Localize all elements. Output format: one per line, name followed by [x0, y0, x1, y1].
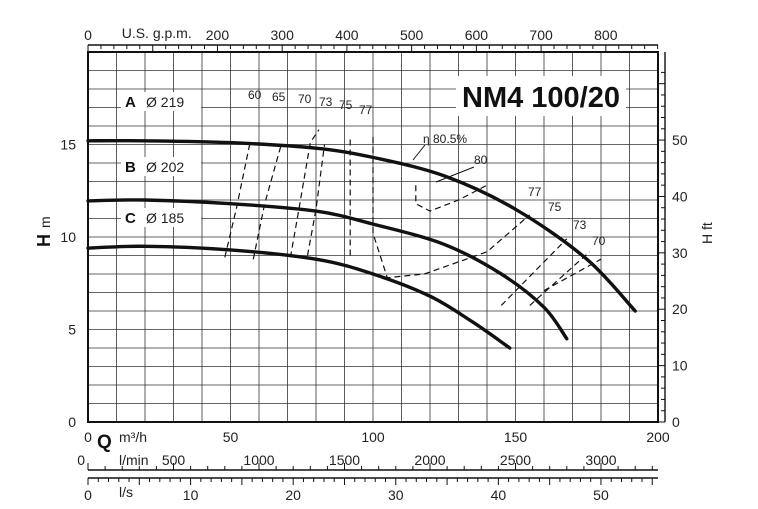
top-tick-label: 700: [529, 27, 553, 43]
x-tick-label-m3h: 100: [361, 429, 385, 445]
y-tick-label: 15: [60, 137, 76, 153]
efficiency-curve-73: [306, 144, 326, 256]
pump-curve-B: [86, 198, 569, 341]
x-tick-label-ls: 0: [84, 487, 92, 503]
top-tick-label: 300: [271, 27, 295, 43]
x-tick-label-ls: 50: [593, 487, 609, 503]
x-tick-label-m3h: 50: [223, 429, 239, 445]
efficiency-label-top-73: 73: [319, 95, 333, 109]
top-tick-label: 800: [594, 27, 618, 43]
y-tick-label: 5: [68, 322, 76, 338]
efficiency-label-right-70: 70: [592, 234, 606, 248]
y-tick-label: 10: [60, 229, 76, 245]
efficiency-leader-80: [435, 166, 475, 183]
curve-label-A: A: [125, 94, 136, 111]
y-axis-unit: m: [37, 216, 53, 228]
x-tick-label-lmin: 1500: [329, 452, 360, 468]
efficiency-label-top-70: 70: [298, 92, 312, 106]
efficiency-label-right-77: 77: [528, 185, 542, 199]
efficiency-best-label: η 80.5%: [423, 132, 467, 146]
y-right-tick-label: 0: [672, 414, 680, 430]
efficiency-label-top-65: 65: [272, 90, 286, 104]
y-right-tick-label: 20: [672, 301, 688, 317]
pump-curves: [86, 138, 637, 350]
chart-title: NM4 100/20: [462, 82, 620, 114]
y-tick-label: 0: [68, 414, 76, 430]
efficiency-curve-73-right: [529, 251, 591, 306]
efficiency-curves: [224, 129, 602, 306]
y-right-tick-label: 40: [672, 188, 688, 204]
curve-label-C: C: [125, 210, 136, 227]
top-tick-label: 600: [465, 27, 489, 43]
efficiency-best-leader: [412, 144, 426, 161]
curve-diameter-A: Ø 219: [146, 94, 184, 110]
x-tick-label-m3h: 150: [504, 429, 528, 445]
pump-curve-C: [86, 244, 512, 350]
x-tick-label-lmin: 0: [77, 452, 85, 468]
curve-label-bg: [121, 157, 201, 176]
efficiency-label-top-60: 60: [248, 88, 262, 102]
y-axis-label: H: [34, 234, 54, 247]
curve-label-B: B: [125, 159, 136, 176]
plot-frame: [87, 51, 659, 423]
efficiency-curve-75-right: [500, 238, 568, 306]
y-right-tick-label: 50: [672, 132, 688, 148]
curve-diameter-C: Ø 185: [146, 210, 184, 226]
efficiency-label-right-73: 73: [573, 218, 587, 232]
x-tick-label-lmin: 1000: [243, 452, 274, 468]
x-tick-label-lmin: 3000: [585, 452, 616, 468]
efficiency-curve-80: [415, 184, 488, 212]
chart-labels: A Ø 219 B Ø 202 C Ø 185 60 65 70 73 75 77 η 80.5% 80 7…: [121, 88, 606, 248]
x-tick-label-lmin: 500: [162, 452, 186, 468]
x-tick-label-lmin: 2000: [414, 452, 445, 468]
x-tick-label-ls: 40: [491, 487, 507, 503]
efficiency-label-80: 80: [474, 153, 488, 167]
top-tick-label: 400: [335, 27, 359, 43]
x-tick-label-m3h: 200: [646, 429, 670, 445]
efficiency-curve-65: [252, 142, 283, 260]
efficiency-curve-70: [289, 129, 320, 258]
top-tick-label: 0: [84, 27, 92, 43]
x-tick-label-ls: 20: [285, 487, 301, 503]
top-tick-label: 500: [400, 27, 424, 43]
y-right-tick-label: 10: [672, 358, 688, 374]
y-right-axis-label: H ft: [699, 222, 715, 244]
curve-diameter-B: Ø 202: [146, 159, 184, 175]
x-axis-unit-m3h: m³/h: [119, 429, 147, 445]
x-tick-label-ls: 30: [388, 487, 404, 503]
top-tick-label: 200: [206, 27, 230, 43]
x-tick-label-m3h: 0: [84, 429, 92, 445]
x-tick-label-lmin: 2500: [500, 452, 531, 468]
x-axis-unit-ls: l/s: [119, 484, 133, 500]
efficiency-label-right-75: 75: [548, 200, 562, 214]
curve-label-bg: [121, 208, 201, 227]
top-axis-unit: U.S. g.p.m.: [122, 25, 192, 41]
x-axis-label: Q: [97, 432, 112, 453]
pump-curve-A: [86, 138, 637, 313]
curve-label-bg: [121, 92, 201, 111]
efficiency-label-top-75: 75: [339, 98, 353, 112]
efficiency-label-top-77: 77: [359, 103, 373, 117]
x-axis-unit-lmin: l/min: [119, 452, 149, 468]
x-tick-label-ls: 10: [183, 487, 199, 503]
y-right-tick-label: 30: [672, 245, 688, 261]
efficiency-curve-77: [372, 137, 531, 279]
efficiency-curve-60: [224, 140, 251, 258]
title-box: [456, 76, 626, 116]
